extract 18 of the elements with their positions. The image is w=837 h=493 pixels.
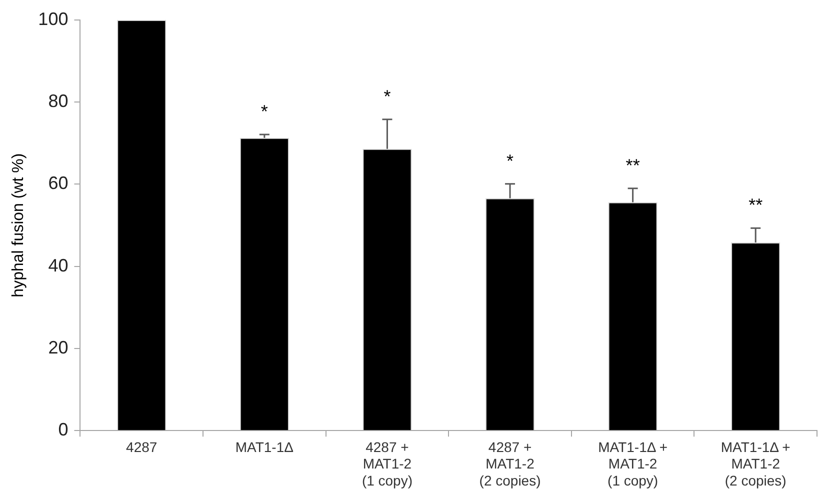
x-tick-label: MAT1-1Δ (235, 438, 294, 455)
annotation: * (260, 102, 268, 122)
annotation: * (384, 86, 391, 106)
y-tick-label: 80 (48, 91, 68, 112)
annotation: ** (748, 195, 763, 216)
y-tick-label: 20 (48, 337, 68, 358)
y-axis-title: hyphal fusion (wt %) (10, 153, 28, 298)
y-tick-label: 100 (38, 8, 68, 29)
x-tick-label: 4287 + MAT1-2 (2 copies) (479, 438, 541, 488)
annotation: * (506, 150, 514, 171)
y-tick-label: 0 (58, 420, 68, 440)
x-tick-label: 4287 + MAT1-2 (1 copy) (362, 438, 413, 488)
x-tick-label: 4287 (126, 438, 158, 455)
x-tick-label: MAT1-1Δ + MAT1-2 (1 copy) (598, 438, 668, 488)
y-tick-label: 60 (48, 173, 68, 194)
annotation: ** (626, 155, 640, 176)
x-tick-label: MAT1-1Δ + MAT1-2 (2 copies) (720, 438, 790, 488)
y-tick-label: 40 (48, 255, 68, 276)
